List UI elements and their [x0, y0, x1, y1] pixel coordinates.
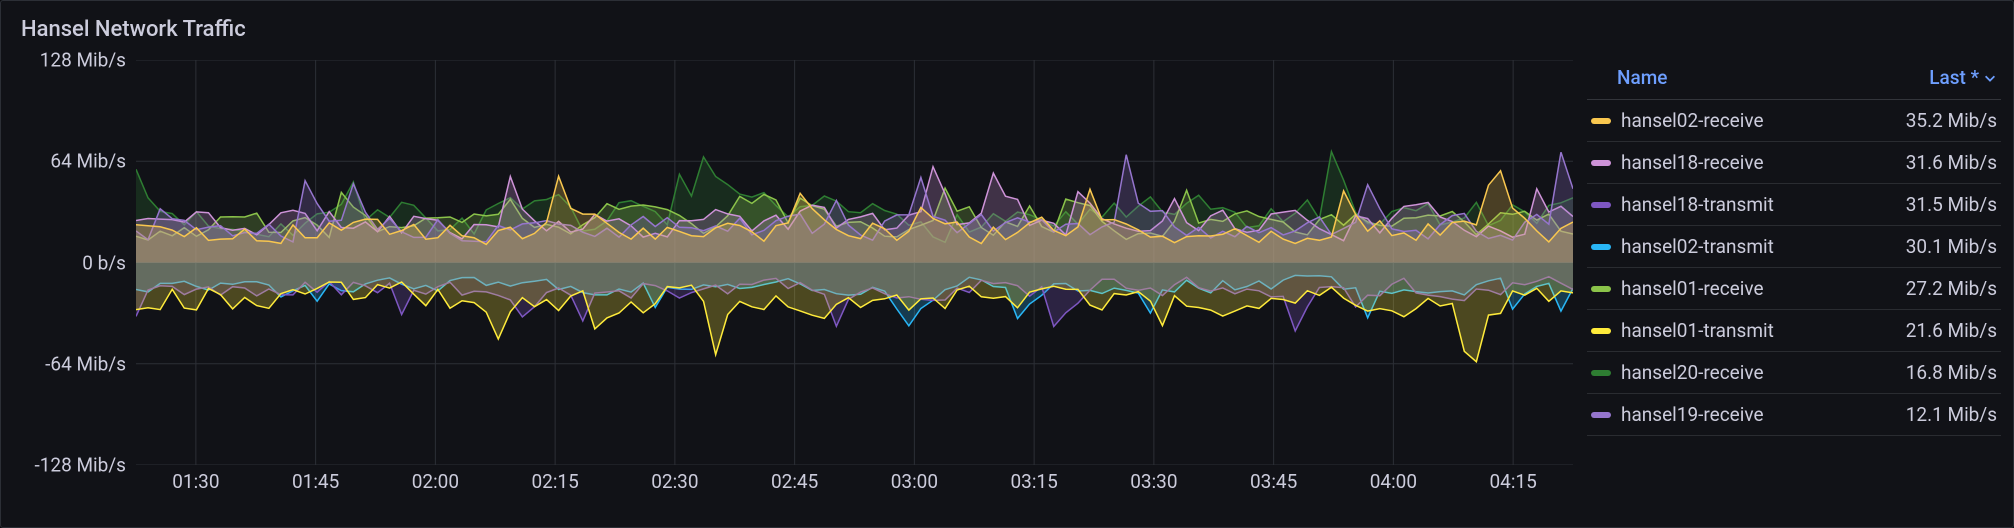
legend-series-name: hansel01-receive [1621, 277, 1906, 300]
legend-row[interactable]: hansel02-transmit30.1 Mib/s [1587, 226, 2001, 268]
legend-row[interactable]: hansel20-receive16.8 Mib/s [1587, 352, 2001, 394]
chart-plot[interactable] [136, 60, 1573, 465]
y-tick-label: 0 b/s [82, 251, 126, 274]
x-tick-label: 01:30 [172, 470, 219, 493]
y-tick-label: -128 Mib/s [34, 454, 126, 477]
legend-row[interactable]: hansel01-transmit21.6 Mib/s [1587, 310, 2001, 352]
legend-series-value: 30.1 Mib/s [1906, 235, 1997, 258]
legend-rows: hansel02-receive35.2 Mib/shansel18-recei… [1587, 100, 2001, 436]
y-tick-label: 128 Mib/s [40, 49, 126, 72]
legend-series-value: 21.6 Mib/s [1906, 319, 1997, 342]
chevron-down-icon [1983, 71, 1997, 85]
legend-series-value: 27.2 Mib/s [1906, 277, 1997, 300]
legend-series-value: 31.5 Mib/s [1906, 193, 1997, 216]
x-tick-label: 02:15 [531, 470, 578, 493]
y-axis: 128 Mib/s64 Mib/s0 b/s-64 Mib/s-128 Mib/… [11, 60, 136, 510]
legend: Name Last * hansel02-receive35.2 Mib/sha… [1583, 60, 2013, 510]
legend-swatch [1591, 160, 1611, 166]
legend-series-name: hansel02-receive [1621, 109, 1906, 132]
y-tick-label: -64 Mib/s [45, 352, 126, 375]
legend-swatch [1591, 244, 1611, 250]
x-tick-label: 04:15 [1489, 470, 1536, 493]
legend-series-name: hansel02-transmit [1621, 235, 1906, 258]
legend-swatch [1591, 370, 1611, 376]
legend-series-name: hansel18-transmit [1621, 193, 1906, 216]
plot-wrap: 01:30 01:45 02:00 02:15 02:30 02:45 03:00 03:15… [136, 60, 1583, 510]
network-traffic-panel: Hansel Network Traffic 128 Mib/s 64 Mib/s… [0, 0, 2014, 528]
x-tick-label: 03:45 [1250, 470, 1297, 493]
legend-col-last[interactable]: Last * [1929, 66, 1997, 89]
x-tick-label: 02:45 [771, 470, 818, 493]
x-tick-label: 01:45 [292, 470, 339, 493]
legend-series-name: hansel18-receive [1621, 151, 1906, 174]
legend-col-name[interactable]: Name [1617, 66, 1667, 89]
panel-title: Hansel Network Traffic [1, 9, 2013, 60]
legend-swatch [1591, 412, 1611, 418]
legend-swatch [1591, 286, 1611, 292]
legend-row[interactable]: hansel18-transmit31.5 Mib/s [1587, 184, 2001, 226]
legend-swatch [1591, 328, 1611, 334]
series-area [136, 263, 1573, 362]
y-tick-label: 64 Mib/s [50, 150, 126, 173]
legend-row[interactable]: hansel19-receive12.1 Mib/s [1587, 394, 2001, 436]
x-tick-label: 02:30 [651, 470, 698, 493]
x-axis: 01:30 01:45 02:00 02:15 02:30 02:45 03:00 03:15… [136, 470, 1573, 515]
x-tick-label: 04:00 [1370, 470, 1417, 493]
legend-row[interactable]: hansel02-receive35.2 Mib/s [1587, 100, 2001, 142]
x-tick-label: 02:00 [412, 470, 459, 493]
chart-area: 128 Mib/s64 Mib/s0 b/s-64 Mib/s-128 Mib/… [1, 60, 2013, 510]
legend-header: Name Last * [1587, 60, 2001, 100]
x-tick-label: 03:00 [891, 470, 938, 493]
legend-swatch [1591, 118, 1611, 124]
legend-series-name: hansel01-transmit [1621, 319, 1906, 342]
legend-series-value: 31.6 Mib/s [1906, 151, 1997, 174]
legend-series-name: hansel19-receive [1621, 403, 1906, 426]
legend-row[interactable]: hansel01-receive27.2 Mib/s [1587, 268, 2001, 310]
x-tick-label: 03:30 [1130, 470, 1177, 493]
legend-swatch [1591, 202, 1611, 208]
legend-series-name: hansel20-receive [1621, 361, 1906, 384]
legend-series-value: 12.1 Mib/s [1906, 403, 1997, 426]
legend-row[interactable]: hansel18-receive31.6 Mib/s [1587, 142, 2001, 184]
legend-series-value: 16.8 Mib/s [1906, 361, 1997, 384]
x-tick-label: 03:15 [1010, 470, 1057, 493]
legend-col-last-label: Last * [1929, 66, 1979, 89]
legend-series-value: 35.2 Mib/s [1906, 109, 1997, 132]
